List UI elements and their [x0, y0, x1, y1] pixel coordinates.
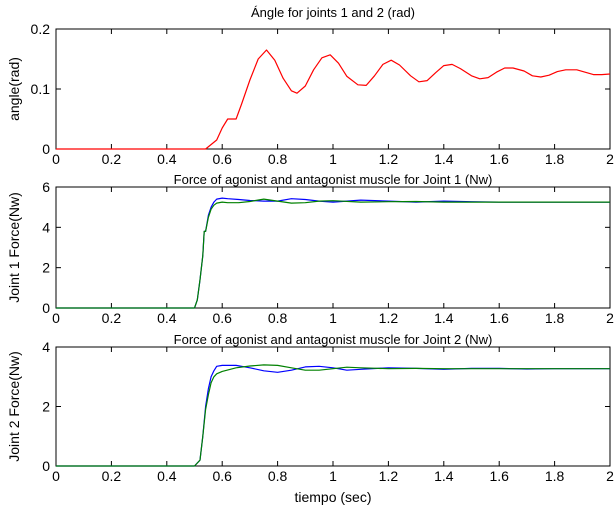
y-tick-label: 2	[42, 260, 50, 276]
x-tick-label: 1.2	[379, 310, 399, 326]
x-tick-label: 0.2	[102, 310, 122, 326]
y-axis-label: Joint 2 Force(Nw)	[6, 351, 22, 461]
x-tick-label: 0	[52, 151, 60, 167]
x-tick-label: 1.4	[434, 151, 454, 167]
plot-title: Ángle for joints 1 and 2 (rad)	[251, 5, 415, 20]
y-tick-label: 6	[42, 179, 50, 195]
subplots: 0 0.2 0.4 0.6 0.8 1 1.2 1.4 1.6 1.8 2 0 0.1 0.2 Ángle …	[6, 5, 614, 505]
y-axis-label: Joint 1 Force(Nw)	[6, 192, 22, 302]
y-axis-label: angle(rad)	[6, 57, 22, 121]
plot-title: Force of agonist and antagonist muscle f…	[174, 172, 493, 187]
y-tick-label: 0	[42, 141, 50, 157]
x-tick-label: 1.4	[434, 310, 454, 326]
plot-area-3	[55, 346, 611, 467]
y-tick-label: 0	[42, 458, 50, 474]
x-tick-label: 2	[606, 310, 614, 326]
x-tick-label: 1.8	[545, 468, 565, 484]
y-tick-label: 4	[42, 339, 50, 355]
x-tick-label: 1.2	[379, 151, 399, 167]
x-tick-label: 0.4	[157, 310, 177, 326]
x-tick-label: 0.6	[212, 151, 232, 167]
x-tick-label: 1.4	[434, 468, 454, 484]
y-tick-label: 0.1	[31, 81, 51, 97]
x-tick-label: 0	[52, 468, 60, 484]
x-tick-label: 2	[606, 151, 614, 167]
x-tick-label: 1.6	[489, 310, 509, 326]
plot-area-2	[55, 186, 611, 309]
x-tick-label: 0	[52, 310, 60, 326]
plot-title: Force of agonist and antagonist muscle f…	[174, 332, 493, 347]
x-tick-label: 1	[329, 310, 337, 326]
x-tick-label: 0.4	[157, 468, 177, 484]
x-tick-label: 1.6	[489, 468, 509, 484]
x-tick-label: 1	[329, 151, 337, 167]
x-tick-label: 1.2	[379, 468, 399, 484]
x-tick-label: 0.6	[212, 310, 232, 326]
x-tick-label: 1.8	[545, 310, 565, 326]
x-tick-label: 1.8	[545, 151, 565, 167]
subplot-3: 0 0.2 0.4 0.6 0.8 1 1.2 1.4 1.6 1.8 2 0 2 4 Force of a…	[6, 332, 614, 505]
plot-area-1	[55, 28, 611, 150]
series-line-1-1	[56, 49, 611, 150]
x-tick-label: 0.8	[268, 468, 288, 484]
subplot-2: 0 0.2 0.4 0.6 0.8 1 1.2 1.4 1.6 1.8 2 0 2 4 6 Force of …	[6, 172, 614, 326]
series-line-3-2	[56, 364, 610, 467]
y-tick-label: 2	[42, 399, 50, 415]
x-axis-label: tiempo (sec)	[294, 489, 371, 505]
x-tick-label: 2	[606, 468, 614, 484]
x-tick-label: 0.4	[157, 151, 177, 167]
series-line-2-2	[56, 198, 610, 309]
y-tick-label: 4	[42, 219, 50, 235]
x-tick-label: 1	[329, 468, 337, 484]
y-tick-label: 0	[42, 300, 50, 316]
x-tick-label: 0.2	[102, 468, 122, 484]
x-tick-label: 1.6	[489, 151, 509, 167]
y-tick-label: 0.2	[31, 21, 51, 37]
x-tick-label: 0.2	[102, 151, 122, 167]
subplot-1: 0 0.2 0.4 0.6 0.8 1 1.2 1.4 1.6 1.8 2 0 0.1 0.2 Ángle …	[6, 5, 614, 167]
x-tick-label: 0.6	[212, 468, 232, 484]
x-tick-label: 0.8	[268, 151, 288, 167]
x-tick-label: 0.8	[268, 310, 288, 326]
